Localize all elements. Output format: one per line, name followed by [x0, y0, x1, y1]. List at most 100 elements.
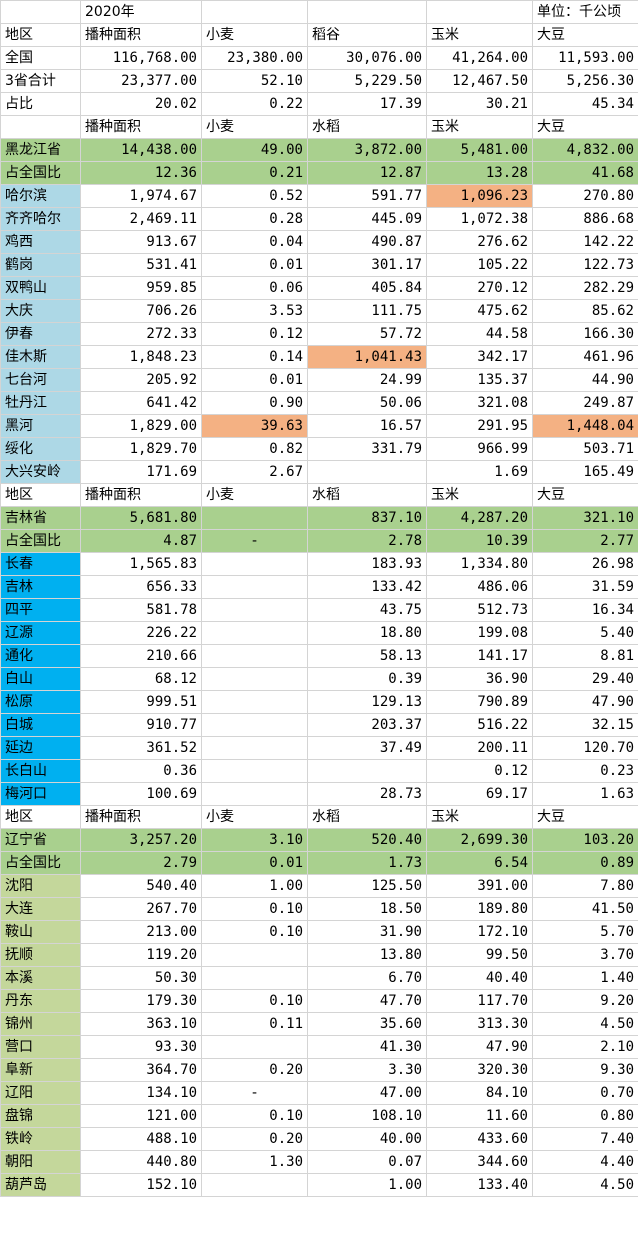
value-cell[interactable]: 100.69 — [80, 782, 202, 806]
value-cell[interactable]: 32.15 — [532, 713, 638, 737]
value-cell[interactable]: 11,593.00 — [532, 46, 638, 70]
region-cell[interactable]: 双鸭山 — [0, 276, 81, 300]
column-header-cell[interactable]: 水稻 — [307, 483, 427, 507]
region-cell[interactable]: 占全国比 — [0, 851, 81, 875]
value-cell[interactable]: 3.70 — [532, 943, 638, 967]
value-cell[interactable]: 30.21 — [426, 92, 533, 116]
value-cell[interactable]: 121.00 — [80, 1104, 202, 1128]
value-cell[interactable] — [201, 736, 308, 760]
value-cell[interactable]: 391.00 — [426, 874, 533, 898]
value-cell[interactable]: 5.70 — [532, 920, 638, 944]
column-header-cell[interactable]: 水稻 — [307, 115, 427, 139]
region-cell[interactable]: 锦州 — [0, 1012, 81, 1036]
region-cell[interactable]: 葫芦岛 — [0, 1173, 81, 1197]
value-cell[interactable]: 445.09 — [307, 207, 427, 231]
value-cell[interactable]: 84.10 — [426, 1081, 533, 1105]
region-cell[interactable]: 松原 — [0, 690, 81, 714]
value-cell[interactable]: 0.82 — [201, 437, 308, 461]
value-cell[interactable] — [201, 1173, 308, 1197]
value-cell[interactable]: 0.01 — [201, 368, 308, 392]
value-cell[interactable]: 999.51 — [80, 690, 202, 714]
value-cell[interactable]: 2,699.30 — [426, 828, 533, 852]
value-cell[interactable]: 1,041.43 — [307, 345, 427, 369]
region-cell[interactable]: 辽宁省 — [0, 828, 81, 852]
value-cell[interactable]: 6.70 — [307, 966, 427, 990]
value-cell[interactable]: 47.70 — [307, 989, 427, 1013]
value-cell[interactable]: 344.60 — [426, 1150, 533, 1174]
column-header-cell[interactable]: 小麦 — [201, 483, 308, 507]
value-cell[interactable]: 4,832.00 — [532, 138, 638, 162]
value-cell[interactable]: 656.33 — [80, 575, 202, 599]
value-cell[interactable]: 959.85 — [80, 276, 202, 300]
value-cell[interactable]: 0.20 — [201, 1127, 308, 1151]
value-cell[interactable]: 440.80 — [80, 1150, 202, 1174]
value-cell[interactable]: 2.79 — [80, 851, 202, 875]
value-cell[interactable]: 68.12 — [80, 667, 202, 691]
value-cell[interactable]: 44.90 — [532, 368, 638, 392]
value-cell[interactable]: 108.10 — [307, 1104, 427, 1128]
value-cell[interactable]: 531.41 — [80, 253, 202, 277]
value-cell[interactable]: 486.06 — [426, 575, 533, 599]
value-cell[interactable]: 790.89 — [426, 690, 533, 714]
value-cell[interactable]: 133.42 — [307, 575, 427, 599]
region-cell[interactable]: 占全国比 — [0, 161, 81, 185]
value-cell[interactable]: 2.78 — [307, 529, 427, 553]
value-cell[interactable]: 1,565.83 — [80, 552, 202, 576]
value-cell[interactable]: 433.60 — [426, 1127, 533, 1151]
region-cell[interactable]: 黑龙江省 — [0, 138, 81, 162]
value-cell[interactable]: 0.70 — [532, 1081, 638, 1105]
region-cell[interactable]: 地区 — [0, 805, 81, 829]
value-cell[interactable]: 3.30 — [307, 1058, 427, 1082]
value-cell[interactable]: 461.96 — [532, 345, 638, 369]
column-header-cell[interactable]: 玉米 — [426, 805, 533, 829]
value-cell[interactable]: 57.72 — [307, 322, 427, 346]
value-cell[interactable] — [201, 667, 308, 691]
region-cell[interactable]: 鞍山 — [0, 920, 81, 944]
value-cell[interactable]: 16.34 — [532, 598, 638, 622]
column-header-cell[interactable]: 大豆 — [532, 483, 638, 507]
value-cell[interactable]: 120.70 — [532, 736, 638, 760]
column-header-cell[interactable]: 玉米 — [426, 483, 533, 507]
value-cell[interactable]: 1.00 — [307, 1173, 427, 1197]
value-cell[interactable]: 20.02 — [80, 92, 202, 116]
value-cell[interactable]: 171.69 — [80, 460, 202, 484]
region-cell[interactable]: 延边 — [0, 736, 81, 760]
value-cell[interactable]: - — [201, 529, 308, 553]
value-cell[interactable]: 1,829.70 — [80, 437, 202, 461]
column-header-cell[interactable]: 大豆 — [532, 115, 638, 139]
region-cell[interactable]: 沈阳 — [0, 874, 81, 898]
region-cell[interactable] — [0, 115, 81, 139]
value-cell[interactable]: 205.92 — [80, 368, 202, 392]
value-cell[interactable]: 342.17 — [426, 345, 533, 369]
value-cell[interactable]: 11.60 — [426, 1104, 533, 1128]
value-cell[interactable]: 23,377.00 — [80, 69, 202, 93]
value-cell[interactable] — [201, 782, 308, 806]
value-cell[interactable] — [201, 552, 308, 576]
region-cell[interactable]: 吉林 — [0, 575, 81, 599]
value-cell[interactable]: 2.67 — [201, 460, 308, 484]
value-cell[interactable]: 50.06 — [307, 391, 427, 415]
value-cell[interactable]: 1.30 — [201, 1150, 308, 1174]
value-cell[interactable]: 405.84 — [307, 276, 427, 300]
value-cell[interactable]: 3,872.00 — [307, 138, 427, 162]
region-cell[interactable]: 梅河口 — [0, 782, 81, 806]
value-cell[interactable] — [201, 598, 308, 622]
region-cell[interactable]: 白山 — [0, 667, 81, 691]
value-cell[interactable]: 23,380.00 — [201, 46, 308, 70]
value-cell[interactable]: 503.71 — [532, 437, 638, 461]
value-cell[interactable]: 512.73 — [426, 598, 533, 622]
value-cell[interactable]: 363.10 — [80, 1012, 202, 1036]
value-cell[interactable]: 272.33 — [80, 322, 202, 346]
value-cell[interactable]: 1,848.23 — [80, 345, 202, 369]
region-cell[interactable]: 四平 — [0, 598, 81, 622]
value-cell[interactable]: 706.26 — [80, 299, 202, 323]
value-cell[interactable]: 12.36 — [80, 161, 202, 185]
value-cell[interactable]: 129.13 — [307, 690, 427, 714]
value-cell[interactable] — [201, 943, 308, 967]
value-cell[interactable]: 1,334.80 — [426, 552, 533, 576]
region-cell[interactable]: 白城 — [0, 713, 81, 737]
blank-cell[interactable] — [201, 0, 308, 24]
value-cell[interactable]: 17.39 — [307, 92, 427, 116]
value-cell[interactable]: 13.28 — [426, 161, 533, 185]
value-cell[interactable]: 200.11 — [426, 736, 533, 760]
